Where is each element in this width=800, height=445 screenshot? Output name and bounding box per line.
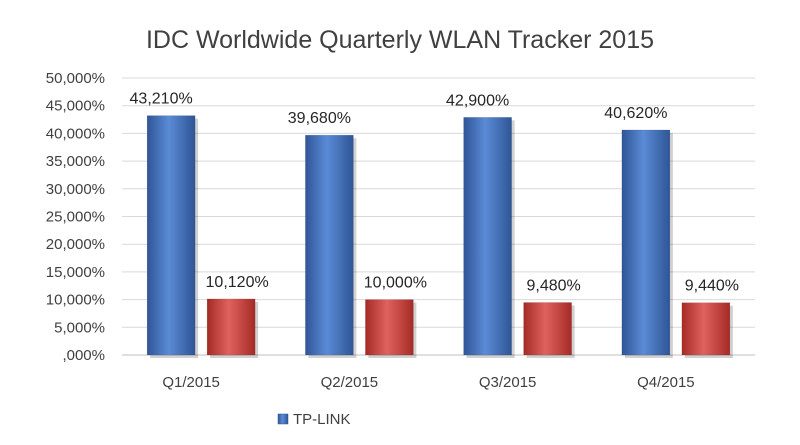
- data-label: 9,440%: [685, 278, 739, 295]
- bar: [681, 302, 731, 356]
- y-tick-label: 45,000%: [46, 98, 105, 115]
- data-label: 43,210%: [130, 91, 193, 108]
- data-labels: 43,210% 10,120% 39,680% 10,000% 42,900% 9,480…: [130, 91, 739, 295]
- y-tick-label: 5,000%: [54, 319, 105, 336]
- legend: TP-LINK: [277, 411, 351, 428]
- bar: [206, 298, 256, 356]
- x-tick-label: Q2/2015: [321, 374, 379, 391]
- bars: [146, 115, 733, 358]
- chart-title: IDC Worldwide Quarterly WLAN Tracker 201…: [146, 26, 654, 54]
- data-label: 10,120%: [206, 274, 269, 291]
- bar: [305, 134, 354, 356]
- y-tick-label: 20,000%: [46, 236, 105, 253]
- y-tick-label: 25,000%: [46, 209, 105, 226]
- y-tick-label: 15,000%: [46, 264, 105, 281]
- x-tick-label: Q4/2015: [637, 374, 695, 391]
- y-tick-label: 35,000%: [46, 153, 105, 170]
- data-label: 39,680%: [288, 110, 351, 127]
- legend-swatch: [277, 413, 289, 425]
- x-axis-ticks: Q1/2015 Q2/2015 Q3/2015 Q4/2015: [162, 374, 694, 391]
- bar: [621, 129, 671, 356]
- x-tick-label: Q1/2015: [162, 374, 220, 391]
- y-tick-label: 40,000%: [46, 125, 105, 142]
- y-tick-label: ,000%: [62, 347, 105, 364]
- legend-label: TP-LINK: [293, 411, 351, 428]
- data-label: 40,620%: [604, 105, 667, 122]
- bar: [523, 302, 572, 356]
- bar: [146, 115, 196, 356]
- y-tick-label: 50,000%: [46, 70, 105, 87]
- data-label: 9,480%: [526, 277, 580, 294]
- data-label: 42,900%: [446, 92, 509, 109]
- x-tick-label: Q3/2015: [479, 374, 537, 391]
- bar: [365, 299, 414, 356]
- data-label: 10,000%: [364, 275, 427, 292]
- y-tick-label: 10,000%: [46, 292, 105, 309]
- y-tick-label: 30,000%: [46, 181, 105, 198]
- y-axis-ticks: ,000% 5,000% 10,000% 15,000% 20,000% 25,000% 3…: [46, 70, 105, 364]
- bar: [463, 117, 512, 356]
